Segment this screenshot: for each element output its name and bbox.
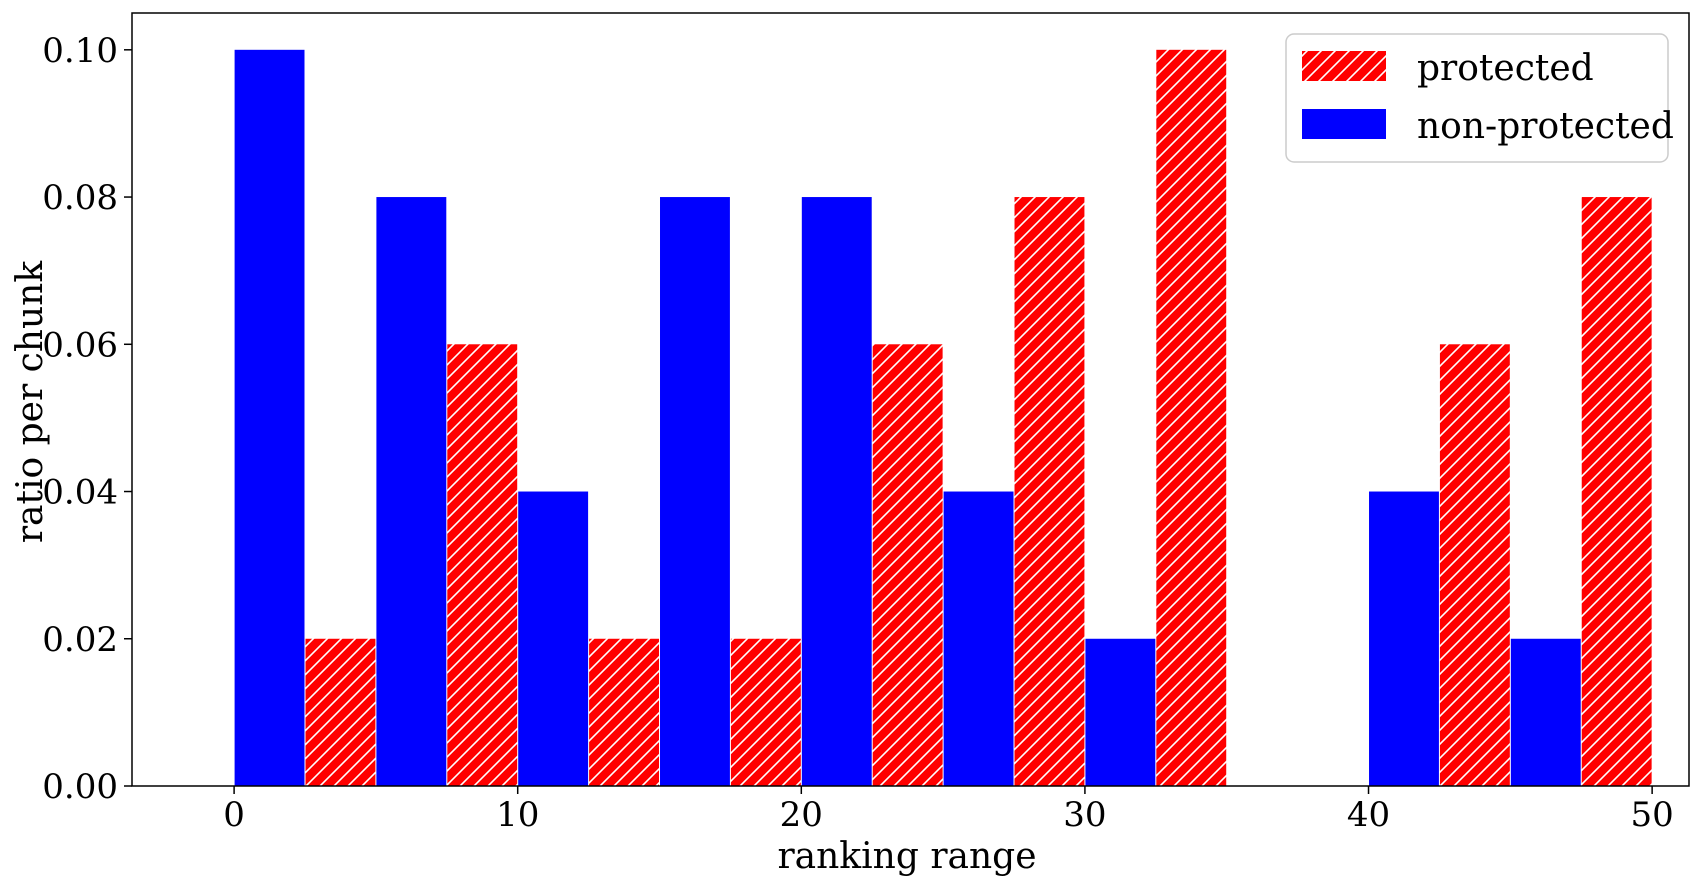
y-tick-label: 0.02 — [42, 620, 118, 660]
y-tick-label: 0.10 — [42, 31, 118, 71]
bar-protected-5 — [447, 344, 518, 786]
x-tick-label: 50 — [1630, 795, 1673, 835]
x-axis-label: ranking range — [777, 836, 1036, 877]
bar-protected-15 — [730, 638, 801, 786]
x-tick-label: 0 — [223, 795, 245, 835]
legend-swatch-non-protected — [1302, 109, 1386, 139]
bar-non-protected-0 — [234, 49, 305, 787]
bar-non-protected-10 — [518, 491, 589, 786]
bar-protected-45 — [1581, 197, 1652, 787]
bar-protected-10 — [589, 638, 660, 786]
bar-protected-30 — [1156, 49, 1227, 787]
plot-frame — [131, 12, 1690, 787]
y-axis-label: ratio per chunk — [10, 260, 51, 543]
x-tick-label: 30 — [1063, 795, 1106, 835]
bars-layer — [234, 49, 1652, 787]
bar-non-protected-5 — [376, 197, 447, 787]
bar-protected-20 — [872, 344, 943, 786]
bar-non-protected-20 — [801, 197, 872, 787]
y-tick-label: 0.06 — [42, 325, 118, 365]
bar-protected-25 — [1014, 197, 1085, 787]
y-tick-label: 0.00 — [42, 767, 118, 807]
y-tick-label: 0.08 — [42, 178, 118, 218]
x-tick-label: 10 — [496, 795, 539, 835]
legend-swatch-protected — [1302, 51, 1386, 81]
bar-non-protected-40 — [1369, 491, 1439, 786]
bar-non-protected-25 — [943, 491, 1014, 786]
bar-non-protected-45 — [1510, 638, 1581, 786]
legend-label-non-protected: non-protected — [1417, 106, 1674, 147]
legend-label-protected: protected — [1417, 48, 1594, 89]
bar-protected-40 — [1439, 344, 1510, 786]
bar-non-protected-30 — [1085, 638, 1156, 786]
bar-protected-0 — [305, 638, 376, 786]
y-axis: 0.00 0.02 0.04 0.06 0.08 0.10 — [42, 31, 132, 807]
x-tick-label: 40 — [1347, 795, 1390, 835]
legend: protected non-protected — [1285, 33, 1674, 163]
bar-non-protected-15 — [660, 197, 730, 787]
y-tick-label: 0.04 — [42, 473, 118, 513]
x-tick-label: 20 — [780, 795, 823, 835]
x-axis: 0 10 20 30 40 50 — [223, 786, 1674, 835]
